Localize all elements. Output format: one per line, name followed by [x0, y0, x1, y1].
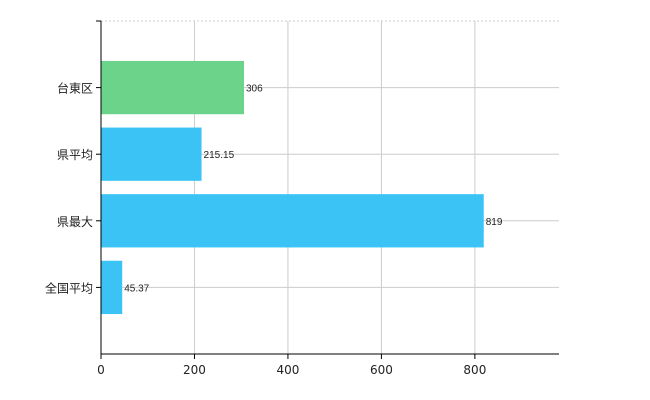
bar-2 — [101, 127, 202, 181]
data-label-3: 819 — [486, 217, 503, 228]
bars — [101, 60, 484, 315]
category-label-4: 全国平均 — [45, 280, 93, 295]
x-tick-label-600: 600 — [370, 363, 393, 377]
x-tick-label-400: 400 — [276, 363, 299, 377]
category-label-1: 台東区 — [57, 81, 93, 96]
category-label-3: 県最大 — [57, 215, 93, 229]
x-tick-label-200: 200 — [183, 363, 206, 377]
x-tick-label-0: 0 — [97, 363, 105, 377]
bar-3 — [101, 194, 484, 248]
x-tick-label-800: 800 — [463, 363, 486, 377]
bar-1 — [101, 60, 245, 115]
bar-4 — [101, 260, 123, 315]
category-label-2: 県平均 — [57, 148, 93, 162]
data-label-2: 215.15 — [204, 150, 235, 161]
data-label-1: 306 — [246, 84, 263, 95]
data-label-4: 45.37 — [124, 283, 149, 294]
axes — [96, 20, 559, 359]
